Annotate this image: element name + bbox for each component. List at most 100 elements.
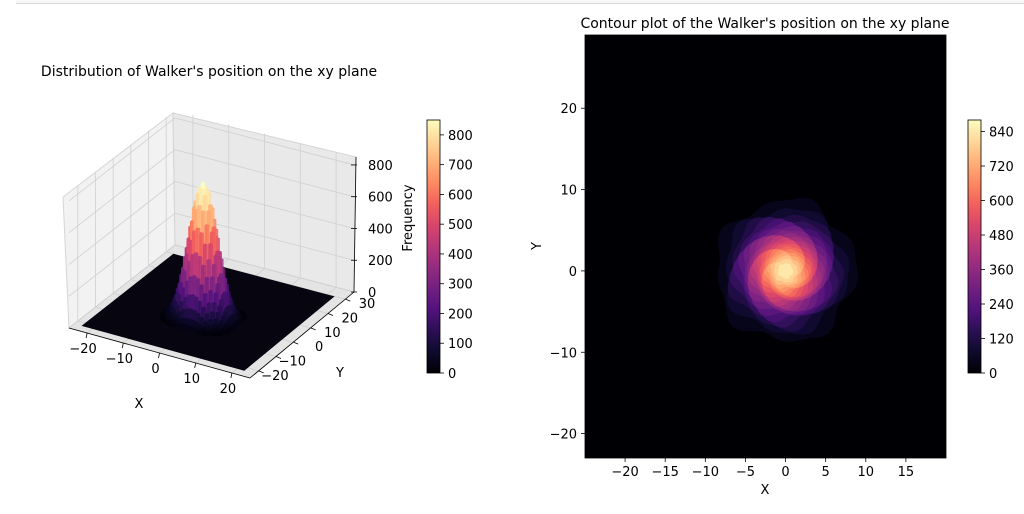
bar-top-face xyxy=(217,305,223,308)
contour-y-tick-label: 20 xyxy=(560,102,577,117)
bar-top-face xyxy=(217,324,223,327)
bar-top-face xyxy=(236,318,242,321)
bar-front-face xyxy=(170,324,174,328)
bar-top-face xyxy=(222,325,228,328)
bar-front-face xyxy=(159,318,163,321)
bar-top-face xyxy=(212,333,217,336)
contour-axis-ticks: −20 −15 −10 −5 0 5 10 15 −20 −10 0 10 20 xyxy=(550,102,915,480)
bar-top-face xyxy=(210,328,216,331)
bar-front-face xyxy=(212,334,216,338)
bar-top-face xyxy=(210,276,215,279)
bar-top-face xyxy=(195,227,201,230)
y-tick-3d xyxy=(258,370,264,374)
bar-top-face xyxy=(218,299,224,302)
bar-top-face xyxy=(197,300,203,303)
colorbar-3d-label: Frequency xyxy=(401,184,416,251)
bar-side-face xyxy=(234,323,237,330)
bar-front-face xyxy=(181,324,185,331)
y-axis-line-3d xyxy=(249,291,355,379)
bar-side-face xyxy=(241,318,244,324)
bar-top-face xyxy=(210,311,215,314)
bar-top-face xyxy=(201,306,206,309)
bar-top-face xyxy=(202,243,208,246)
z-tick-label-3d: 0 xyxy=(368,286,376,301)
contour-y-tick-label: −10 xyxy=(550,346,577,361)
colorbar-tick-label: 360 xyxy=(989,264,1014,279)
bar-top-face xyxy=(183,317,189,320)
bar-top-face xyxy=(181,323,187,326)
bar-top-face xyxy=(208,318,214,322)
surface-3d-chart: Distribution of Walker's position on the… xyxy=(41,64,473,412)
bar-top-face xyxy=(197,255,203,259)
bar-front-face xyxy=(224,332,228,335)
bar-top-face xyxy=(220,294,226,297)
bar-top-face xyxy=(208,289,214,292)
bar-top-face xyxy=(199,316,205,320)
bar-front-face xyxy=(177,324,182,330)
bar-top-face xyxy=(229,324,235,327)
bar-top-face xyxy=(193,252,199,255)
contour-x-tick-label: 15 xyxy=(898,465,915,480)
bar-side-face xyxy=(236,321,239,328)
contour-x-tick-label: −20 xyxy=(611,465,638,480)
bar-top-face xyxy=(190,319,196,322)
bar-top-face xyxy=(220,315,226,318)
colorbar-tick-label: 800 xyxy=(448,129,473,144)
colorbar-tick-label: 720 xyxy=(989,160,1014,175)
bar-top-face xyxy=(215,283,221,286)
bar-front-face xyxy=(161,321,165,324)
bar-front-face xyxy=(203,333,207,337)
bar-front-face xyxy=(199,332,203,336)
colorbar-tick-label: 840 xyxy=(989,126,1014,141)
colorbar-contour xyxy=(967,119,982,374)
bar-top-face xyxy=(217,333,223,336)
bar-top-face xyxy=(195,278,201,281)
bar-top-face xyxy=(231,313,237,316)
bar-top-face xyxy=(224,307,230,310)
colorbar-tick-label: 0 xyxy=(989,367,997,382)
bar-front-face xyxy=(208,332,212,337)
bar-front-face xyxy=(188,326,192,333)
bar-top-face xyxy=(213,254,219,257)
bar-top-face xyxy=(219,330,225,333)
bar-top-face xyxy=(215,312,221,315)
bar-top-face xyxy=(193,296,199,299)
y-tick-3d xyxy=(293,341,299,345)
bar-top-face xyxy=(227,316,233,319)
bar-front-face xyxy=(195,330,200,335)
y-tick-3d xyxy=(310,327,316,331)
window-top-border xyxy=(16,0,1024,4)
contour-plot-frame xyxy=(584,34,947,459)
y-tick-label-3d: 10 xyxy=(324,326,341,341)
bar-side-face xyxy=(240,319,242,325)
bar-top-face xyxy=(238,317,244,320)
bar-side-face xyxy=(245,317,247,321)
bar-top-face xyxy=(202,194,208,197)
bar-top-face xyxy=(229,314,235,317)
x-tick-label-3d: 10 xyxy=(183,372,200,387)
bar-top-face xyxy=(224,330,230,333)
y-tick-3d xyxy=(275,356,282,359)
colorbar-3d xyxy=(426,119,441,374)
chart-title-3d: Distribution of Walker's position on the… xyxy=(41,64,377,80)
z-tick-label-3d: 800 xyxy=(368,159,393,174)
bar-top-face xyxy=(211,263,217,266)
x-tick-3d xyxy=(121,342,124,349)
contour-chart: Contour plot of the Walker's position on… xyxy=(530,16,1014,498)
colorbar-contour-ticks: 0 120 240 360 480 600 720 840 xyxy=(981,126,1014,382)
x-axis-label-3d: X xyxy=(135,397,144,412)
bar-top-face xyxy=(213,330,219,334)
bar-top-face xyxy=(192,275,197,278)
bar-top-face xyxy=(227,304,233,307)
bar-top-face xyxy=(208,331,214,334)
bar-side-face xyxy=(215,334,217,338)
bar-top-face xyxy=(226,318,231,322)
bar-top-face xyxy=(197,204,203,208)
bar-top-face xyxy=(197,324,203,327)
bar-top-face xyxy=(217,276,222,279)
bar-top-face xyxy=(224,321,230,325)
bar-top-face xyxy=(235,319,240,322)
x-tick-label-3d: −20 xyxy=(69,342,96,357)
x-tick-3d xyxy=(230,372,233,379)
